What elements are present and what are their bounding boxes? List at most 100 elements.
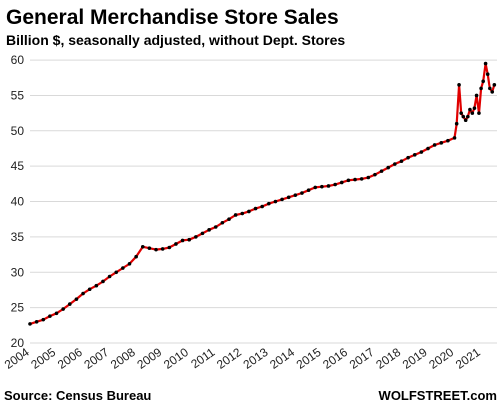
- data-point: [399, 159, 404, 164]
- data-point: [346, 178, 351, 183]
- data-point: [87, 287, 92, 292]
- y-tick-label: 30: [11, 265, 25, 279]
- data-point: [339, 180, 344, 185]
- y-tick-label: 50: [11, 124, 25, 138]
- data-point: [320, 184, 324, 189]
- x-tick-label: 2018: [373, 345, 403, 372]
- data-point: [300, 191, 304, 195]
- x-tick-label: 2013: [241, 345, 271, 372]
- source-note: Source: Census Bureau: [4, 388, 151, 403]
- gridlines: [30, 59, 497, 344]
- x-axis-ticks: 2004200520062007200820092010201120122013…: [2, 345, 483, 372]
- data-point: [28, 322, 32, 326]
- y-tick-label: 40: [11, 195, 25, 209]
- y-axis-ticks: 20 25 30 35 40 45 50 55 60: [11, 53, 25, 350]
- data-point: [479, 86, 483, 91]
- data-point: [134, 254, 138, 259]
- data-point: [379, 169, 384, 173]
- x-tick-label: 2004: [2, 345, 32, 372]
- y-tick-label: 55: [11, 88, 25, 102]
- data-point: [280, 197, 284, 202]
- data-point: [61, 307, 65, 311]
- data-point: [213, 225, 218, 229]
- x-tick-label: 2005: [28, 345, 58, 372]
- x-tick-label: 2009: [134, 345, 164, 372]
- series-line: [29, 62, 496, 325]
- data-point: [481, 79, 486, 84]
- data-point: [140, 245, 145, 249]
- data-point: [393, 162, 397, 166]
- x-tick-label: 2007: [81, 345, 111, 372]
- data-point: [366, 175, 371, 180]
- watermark: WOLFSTREET.com: [379, 388, 497, 403]
- x-tick-label: 2017: [347, 345, 377, 372]
- data-point: [220, 220, 225, 225]
- y-tick-label: 35: [11, 230, 25, 244]
- data-point: [114, 270, 119, 275]
- data-point: [306, 188, 311, 193]
- data-point: [253, 206, 258, 211]
- data-point: [406, 155, 410, 160]
- x-tick-label: 2021: [453, 345, 483, 372]
- y-tick-label: 45: [11, 159, 25, 173]
- data-point: [187, 237, 192, 242]
- x-tick-label: 2010: [161, 345, 191, 372]
- data-point: [488, 86, 492, 91]
- data-point: [180, 238, 185, 243]
- x-tick-label: 2006: [55, 345, 85, 372]
- data-point: [286, 195, 291, 200]
- data-point: [167, 245, 172, 250]
- data-point: [240, 211, 245, 216]
- data-point: [483, 61, 488, 66]
- data-point: [293, 193, 298, 197]
- data-point: [359, 177, 364, 181]
- data-point: [492, 83, 497, 87]
- data-point: [160, 247, 165, 251]
- y-tick-label: 20: [11, 336, 25, 350]
- data-point: [233, 213, 238, 217]
- data-point: [466, 114, 470, 119]
- data-point: [207, 228, 211, 232]
- data-point: [154, 247, 158, 252]
- data-point: [412, 153, 417, 157]
- data-point: [459, 111, 463, 115]
- x-tick-label: 2020: [426, 345, 456, 372]
- data-point: [313, 185, 318, 190]
- data-point: [426, 146, 430, 151]
- x-tick-label: 2011: [188, 345, 217, 371]
- data-point: [227, 217, 231, 222]
- data-point: [41, 317, 46, 322]
- data-point: [457, 83, 461, 87]
- data-point: [326, 184, 331, 188]
- chart-title: General Merchandise Store Sales: [6, 6, 339, 29]
- data-point: [127, 261, 132, 266]
- y-tick-label: 25: [11, 301, 25, 315]
- data-point: [477, 111, 481, 115]
- data-point: [94, 283, 99, 288]
- data-point: [490, 90, 495, 94]
- data-point: [432, 143, 437, 147]
- data-point: [439, 141, 444, 145]
- chart-subtitle: Billion $, seasonally adjusted, without …: [6, 32, 345, 48]
- data-point: [101, 279, 105, 284]
- x-tick-label: 2008: [108, 345, 138, 372]
- data-point: [461, 114, 466, 119]
- data-point: [48, 314, 52, 318]
- x-tick-label: 2019: [400, 345, 430, 372]
- data-point: [468, 107, 472, 112]
- data-point: [54, 311, 59, 316]
- data-point: [200, 231, 205, 236]
- data-point: [147, 246, 152, 251]
- data-point: [386, 165, 391, 170]
- data-point: [68, 302, 72, 306]
- data-point: [174, 242, 178, 246]
- data-point: [463, 118, 468, 122]
- x-tick-label: 2015: [294, 345, 324, 372]
- data-point: [454, 121, 459, 126]
- x-tick-label: 2016: [320, 345, 350, 372]
- x-tick-label: 2014: [267, 345, 297, 372]
- data-point: [474, 93, 479, 98]
- data-point: [194, 235, 198, 239]
- data-point: [121, 266, 125, 270]
